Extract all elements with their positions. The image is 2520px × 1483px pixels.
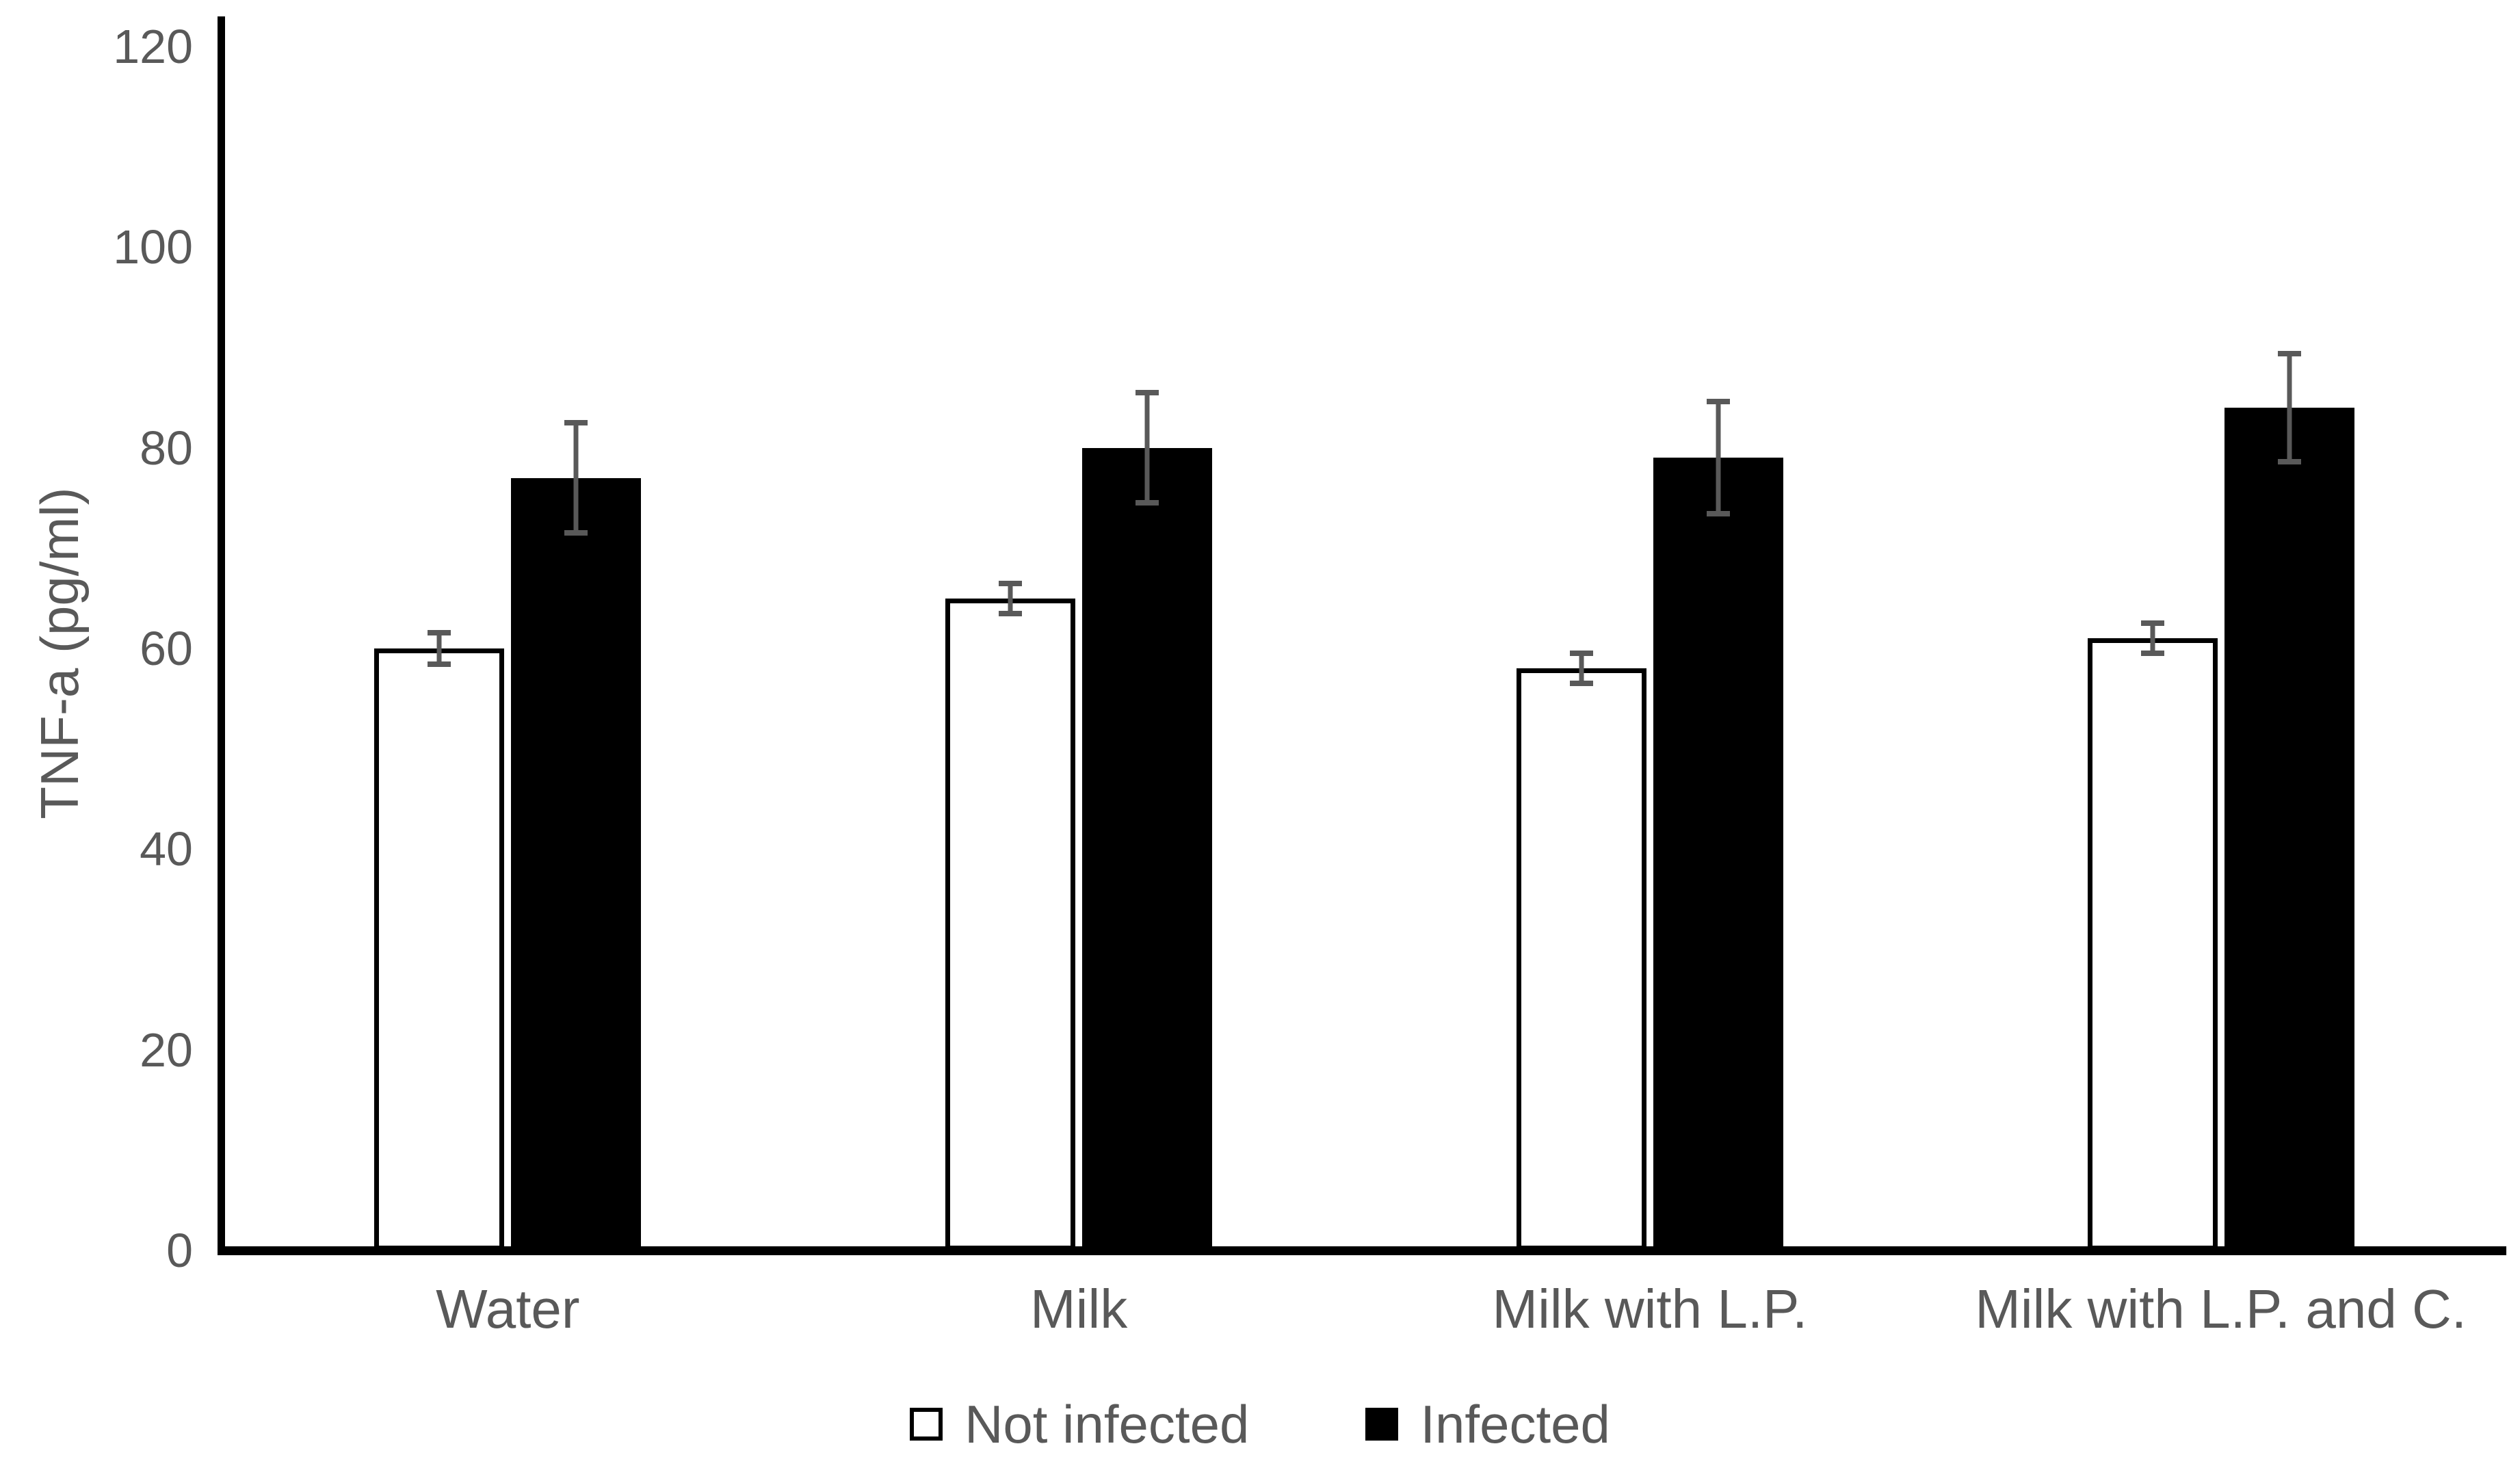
y-axis-tick-80: 80: [140, 421, 193, 475]
x-axis-line: [218, 1246, 2506, 1255]
legend-swatch-infected: [1365, 1408, 1399, 1441]
bar-infected-milk-with-l-p: [1653, 458, 1783, 1250]
y-axis-tick-120: 120: [113, 20, 193, 73]
legend-swatch-not-infected: [910, 1408, 943, 1441]
error-bar-infected-milk: [1133, 390, 1161, 506]
error-bar-not-infected-water: [425, 629, 453, 668]
bar-not-infected-milk-with-l-p: [1516, 668, 1646, 1250]
error-bar-infected-milk-with-l-p: [1705, 399, 1732, 517]
y-axis-tick-0: 0: [166, 1224, 193, 1277]
category-label-milk-with-l-p: Milk with L.P.: [1492, 1278, 1808, 1339]
bar-not-infected-milk-with-l-p-and-c: [2087, 638, 2218, 1250]
bar-infected-milk: [1082, 447, 1213, 1250]
legend-label-infected: Infected: [1420, 1394, 1610, 1454]
category-label-milk: Milk: [1030, 1278, 1128, 1339]
y-axis-tick-60: 60: [140, 622, 193, 675]
error-bar-not-infected-milk: [997, 580, 1024, 616]
error-bar-infected-water: [562, 420, 590, 536]
y-axis-tick-100: 100: [113, 220, 193, 274]
legend-item-not-infected: Not infected: [910, 1391, 1249, 1457]
bar-not-infected-milk: [945, 598, 1076, 1250]
error-bar-infected-milk-with-l-p-and-c: [2276, 350, 2303, 465]
error-bar-not-infected-milk-with-l-p: [1568, 651, 1595, 687]
y-axis-line: [218, 16, 225, 1255]
y-axis-tick-40: 40: [140, 822, 193, 876]
legend-item-infected: Infected: [1365, 1391, 1610, 1457]
bar-not-infected-water: [374, 648, 505, 1250]
category-label-water: Water: [436, 1278, 580, 1339]
legend-label-not-infected: Not infected: [964, 1394, 1250, 1454]
category-label-milk-with-l-p-and-c: Milk with L.P. and C.: [1975, 1278, 2467, 1339]
bar-infected-water: [511, 477, 642, 1250]
error-bar-not-infected-milk-with-l-p-and-c: [2139, 620, 2166, 657]
bar-infected-milk-with-l-p-and-c: [2224, 408, 2354, 1250]
y-axis-tick-20: 20: [140, 1023, 193, 1077]
legend: Not infected Infected: [0, 1383, 2520, 1465]
